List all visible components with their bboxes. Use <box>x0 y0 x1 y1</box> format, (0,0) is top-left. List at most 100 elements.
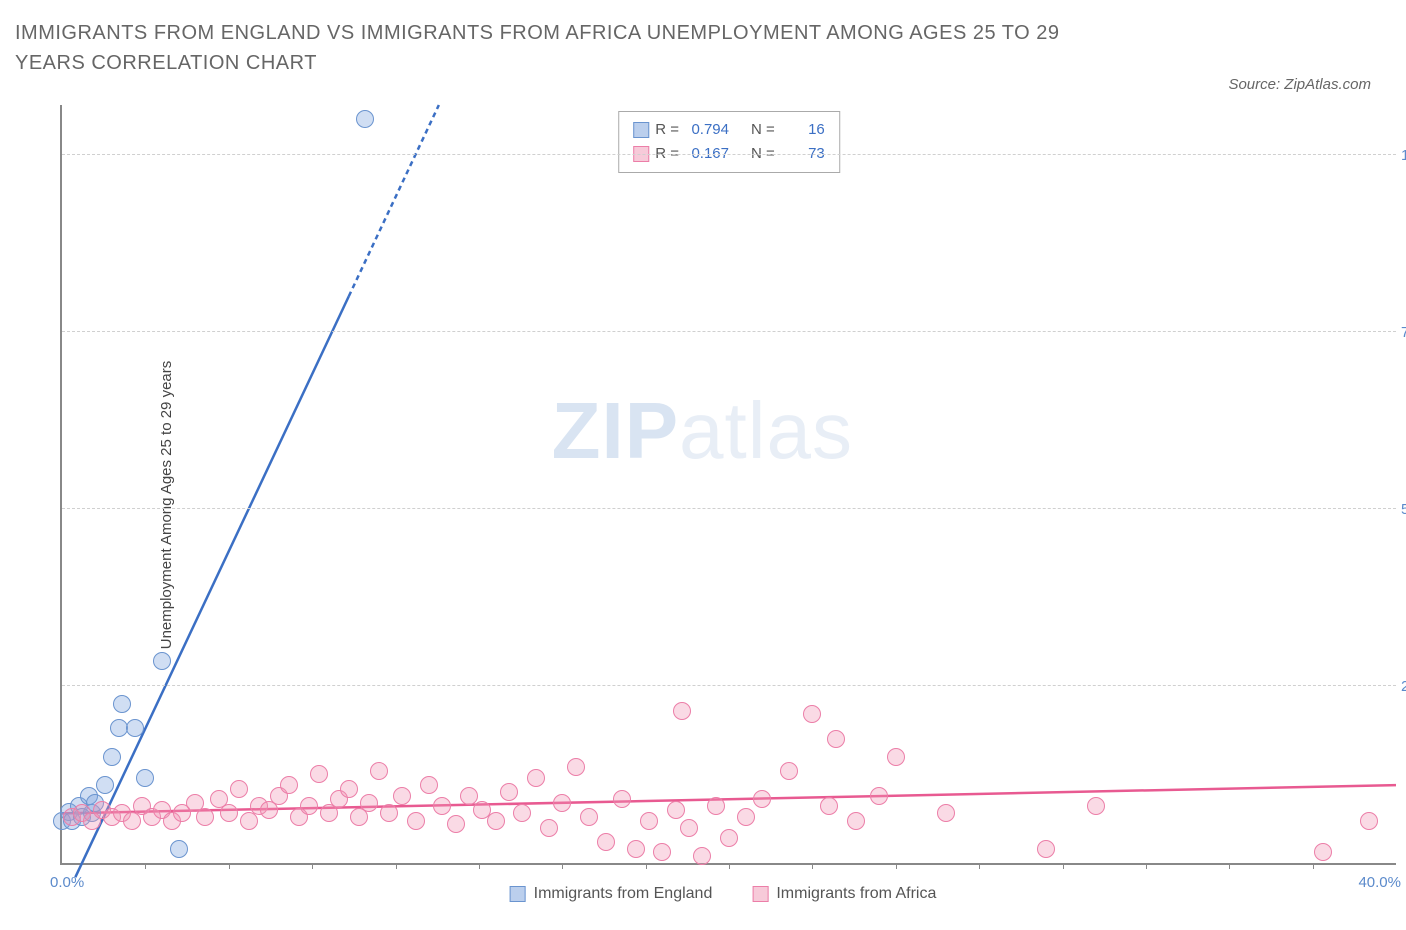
x-tick <box>312 863 313 869</box>
swatch-england-icon <box>633 122 649 138</box>
point-africa <box>680 819 698 837</box>
point-africa <box>673 702 691 720</box>
point-africa <box>280 776 298 794</box>
gridline-h <box>62 331 1396 332</box>
point-england <box>103 748 121 766</box>
point-england <box>356 110 374 128</box>
point-africa <box>433 797 451 815</box>
r-label: R = <box>655 118 679 142</box>
point-africa <box>460 787 478 805</box>
plot-region: ZIPatlas R = 0.794 N = 16 R = 0.167 N = … <box>60 105 1396 865</box>
x-tick <box>479 863 480 869</box>
point-england <box>96 776 114 794</box>
gridline-h <box>62 154 1396 155</box>
point-england <box>126 719 144 737</box>
x-tick <box>896 863 897 869</box>
point-africa <box>887 748 905 766</box>
point-africa <box>803 705 821 723</box>
swatch-england-icon <box>510 886 526 902</box>
point-england <box>113 695 131 713</box>
point-africa <box>1314 843 1332 861</box>
point-africa <box>1087 797 1105 815</box>
point-africa <box>640 812 658 830</box>
x-tick <box>979 863 980 869</box>
x-tick <box>812 863 813 869</box>
point-africa <box>613 790 631 808</box>
point-africa <box>1037 840 1055 858</box>
x-end-label: 40.0% <box>1358 874 1401 891</box>
x-tick <box>229 863 230 869</box>
point-africa <box>870 787 888 805</box>
legend-item-africa: Immigrants from Africa <box>752 885 936 903</box>
point-africa <box>300 797 318 815</box>
point-africa <box>780 762 798 780</box>
x-origin-label: 0.0% <box>50 874 84 891</box>
source-attribution: Source: ZipAtlas.com <box>1228 76 1371 93</box>
x-tick <box>1229 863 1230 869</box>
point-england <box>110 719 128 737</box>
point-africa <box>737 808 755 826</box>
point-africa <box>230 780 248 798</box>
point-africa <box>937 804 955 822</box>
point-africa <box>340 780 358 798</box>
x-tick <box>729 863 730 869</box>
point-africa <box>720 829 738 847</box>
point-africa <box>220 804 238 822</box>
x-tick <box>1063 863 1064 869</box>
x-tick <box>1146 863 1147 869</box>
point-africa <box>393 787 411 805</box>
n-value-england: 16 <box>781 118 825 142</box>
point-africa <box>380 804 398 822</box>
point-africa <box>540 819 558 837</box>
point-africa <box>597 833 615 851</box>
point-africa <box>407 812 425 830</box>
legend-label-england: Immigrants from England <box>534 885 713 903</box>
point-africa <box>487 812 505 830</box>
y-tick-label: 50.0% <box>1401 501 1406 518</box>
y-tick-label: 100.0% <box>1401 147 1406 164</box>
r-value-england: 0.794 <box>685 118 729 142</box>
point-africa <box>580 808 598 826</box>
point-africa <box>667 801 685 819</box>
n-label: N = <box>751 118 775 142</box>
point-england <box>170 840 188 858</box>
legend-label-africa: Immigrants from Africa <box>776 885 936 903</box>
x-tick <box>396 863 397 869</box>
point-africa <box>653 843 671 861</box>
legend-item-england: Immigrants from England <box>510 885 713 903</box>
swatch-africa-icon <box>752 886 768 902</box>
x-tick <box>562 863 563 869</box>
point-africa <box>707 797 725 815</box>
point-africa <box>827 730 845 748</box>
point-africa <box>527 769 545 787</box>
point-england <box>136 769 154 787</box>
point-africa <box>513 804 531 822</box>
chart-header: IMMIGRANTS FROM ENGLAND VS IMMIGRANTS FR… <box>15 18 1391 78</box>
point-africa <box>627 840 645 858</box>
gridline-h <box>62 508 1396 509</box>
point-africa <box>1360 812 1378 830</box>
stats-row-england: R = 0.794 N = 16 <box>633 118 825 142</box>
point-africa <box>370 762 388 780</box>
point-africa <box>310 765 328 783</box>
x-tick <box>145 863 146 869</box>
series-legend: Immigrants from England Immigrants from … <box>510 885 937 903</box>
trend-lines-layer <box>62 105 1396 863</box>
y-tick-label: 25.0% <box>1401 678 1406 695</box>
gridline-h <box>62 685 1396 686</box>
x-tick <box>1313 863 1314 869</box>
chart-area: Unemployment Among Ages 25 to 29 years Z… <box>50 105 1396 905</box>
watermark-light: atlas <box>679 386 853 475</box>
point-africa <box>567 758 585 776</box>
point-africa <box>753 790 771 808</box>
point-england <box>153 652 171 670</box>
point-africa <box>196 808 214 826</box>
chart-title: IMMIGRANTS FROM ENGLAND VS IMMIGRANTS FR… <box>15 18 1115 78</box>
y-tick-label: 75.0% <box>1401 324 1406 341</box>
point-africa <box>500 783 518 801</box>
x-tick <box>646 863 647 869</box>
watermark: ZIPatlas <box>552 385 853 477</box>
correlation-stats-box: R = 0.794 N = 16 R = 0.167 N = 73 <box>618 111 840 173</box>
point-africa <box>447 815 465 833</box>
watermark-bold: ZIP <box>552 386 679 475</box>
